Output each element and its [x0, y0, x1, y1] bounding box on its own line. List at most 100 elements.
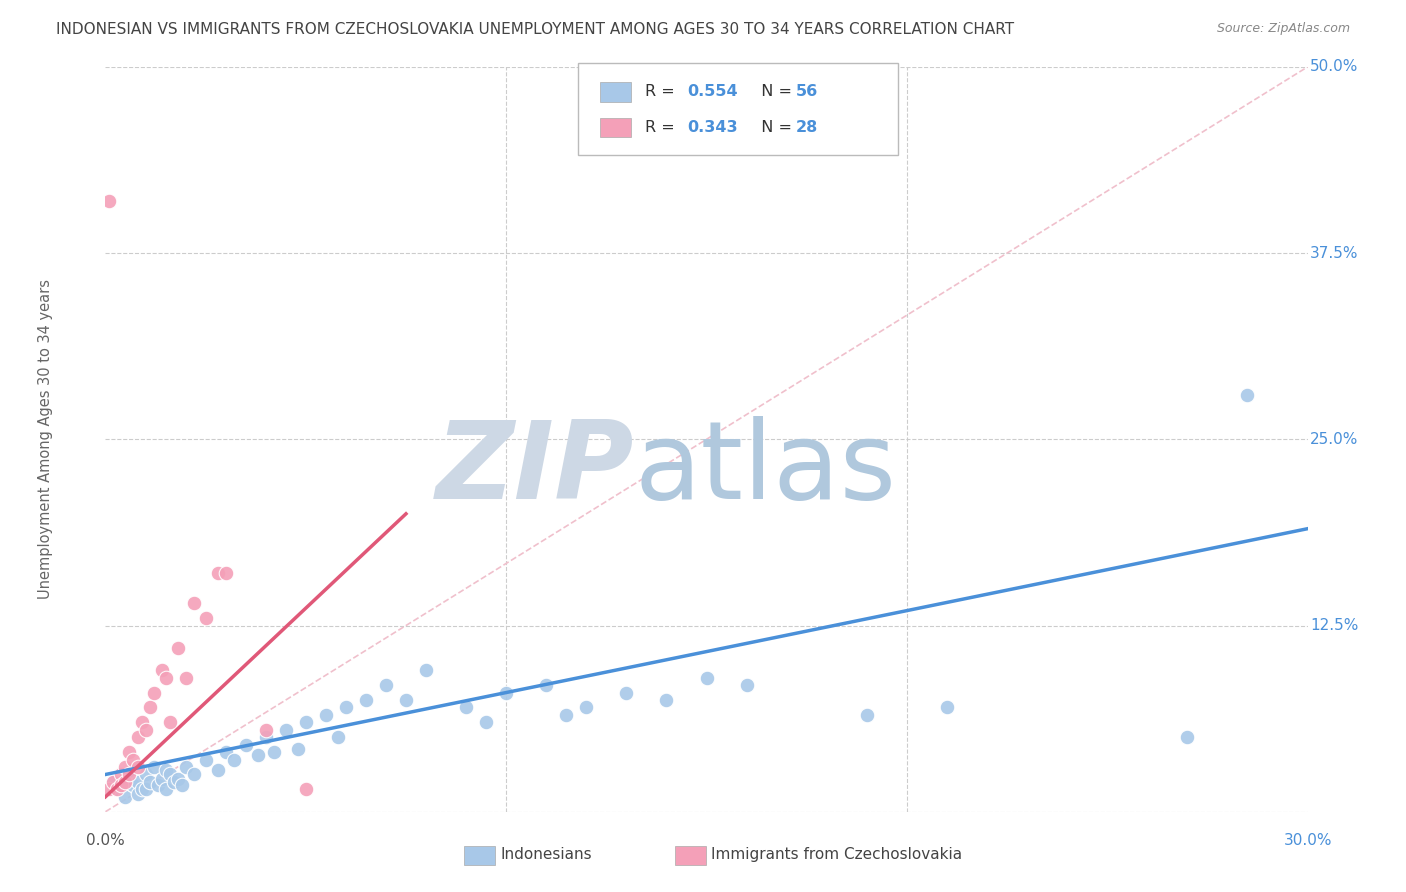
Point	[127, 775, 149, 789]
Point	[246, 748, 269, 763]
Point	[166, 772, 188, 786]
Point	[103, 775, 125, 789]
Text: 56: 56	[796, 85, 818, 99]
Point	[495, 685, 517, 699]
Point	[118, 745, 141, 759]
Text: 50.0%: 50.0%	[1310, 60, 1358, 74]
Point	[194, 753, 217, 767]
Point	[326, 730, 349, 744]
Text: 0.0%: 0.0%	[86, 832, 125, 847]
Point	[696, 671, 718, 685]
Point	[170, 778, 193, 792]
Point	[155, 782, 177, 797]
Point	[174, 671, 197, 685]
Point	[122, 778, 145, 792]
Point	[159, 767, 181, 781]
Text: 30.0%: 30.0%	[1284, 832, 1331, 847]
Point	[138, 775, 160, 789]
Point	[118, 767, 141, 781]
Text: 0.343: 0.343	[688, 120, 738, 135]
Point	[475, 715, 498, 730]
Point	[263, 745, 285, 759]
Text: atlas: atlas	[634, 416, 897, 522]
Point	[114, 760, 136, 774]
Point	[555, 707, 578, 722]
Point	[855, 707, 877, 722]
Point	[735, 678, 758, 692]
Point	[534, 678, 557, 692]
Point	[159, 715, 181, 730]
Point	[114, 789, 136, 804]
Point	[110, 778, 132, 792]
Point	[107, 782, 129, 797]
Point	[127, 730, 149, 744]
Point	[114, 775, 136, 789]
Text: N =: N =	[751, 85, 797, 99]
Point	[315, 707, 337, 722]
Point	[295, 782, 318, 797]
Point	[1236, 387, 1258, 401]
Point	[150, 663, 173, 677]
Text: N =: N =	[751, 120, 797, 135]
Point	[162, 775, 184, 789]
Point	[415, 663, 437, 677]
Point	[138, 700, 160, 714]
Point	[135, 723, 157, 737]
Point	[254, 723, 277, 737]
Text: R =: R =	[645, 120, 681, 135]
Text: Immigrants from Czechoslovakia: Immigrants from Czechoslovakia	[711, 847, 963, 862]
Point	[122, 753, 145, 767]
Point	[98, 194, 121, 208]
Point	[183, 767, 205, 781]
Point	[395, 693, 418, 707]
Point	[655, 693, 678, 707]
Point	[118, 767, 141, 781]
Point	[207, 566, 229, 581]
Point	[135, 767, 157, 781]
Point	[936, 700, 959, 714]
Point	[131, 782, 153, 797]
Point	[150, 772, 173, 786]
Text: 12.5%: 12.5%	[1310, 618, 1358, 633]
Point	[374, 678, 398, 692]
Point	[155, 763, 177, 777]
Point	[98, 782, 121, 797]
Point	[127, 787, 149, 801]
Point	[354, 693, 377, 707]
Text: ZIP: ZIP	[436, 416, 634, 522]
Point	[166, 640, 188, 655]
Point	[107, 782, 129, 797]
Point	[214, 566, 236, 581]
Point	[114, 772, 136, 786]
Text: R =: R =	[645, 85, 681, 99]
Point	[146, 778, 169, 792]
Point	[274, 723, 297, 737]
Text: INDONESIAN VS IMMIGRANTS FROM CZECHOSLOVAKIA UNEMPLOYMENT AMONG AGES 30 TO 34 YE: INDONESIAN VS IMMIGRANTS FROM CZECHOSLOV…	[56, 22, 1014, 37]
Point	[616, 685, 638, 699]
Text: 0.554: 0.554	[688, 85, 738, 99]
Point	[142, 760, 165, 774]
Point	[295, 715, 318, 730]
Point	[127, 760, 149, 774]
Point	[110, 778, 132, 792]
Point	[110, 767, 132, 781]
Text: Indonesians: Indonesians	[501, 847, 592, 862]
Text: 28: 28	[796, 120, 818, 135]
Point	[222, 753, 245, 767]
Point	[235, 738, 257, 752]
Point	[1177, 730, 1199, 744]
Point	[142, 685, 165, 699]
Text: 37.5%: 37.5%	[1310, 245, 1358, 260]
Point	[207, 763, 229, 777]
Point	[575, 700, 598, 714]
Point	[254, 730, 277, 744]
Point	[103, 775, 125, 789]
Point	[335, 700, 357, 714]
Text: 25.0%: 25.0%	[1310, 432, 1358, 447]
Point	[135, 782, 157, 797]
Point	[454, 700, 477, 714]
Point	[287, 742, 309, 756]
Text: Unemployment Among Ages 30 to 34 years: Unemployment Among Ages 30 to 34 years	[38, 279, 53, 599]
Point	[174, 760, 197, 774]
Point	[131, 715, 153, 730]
